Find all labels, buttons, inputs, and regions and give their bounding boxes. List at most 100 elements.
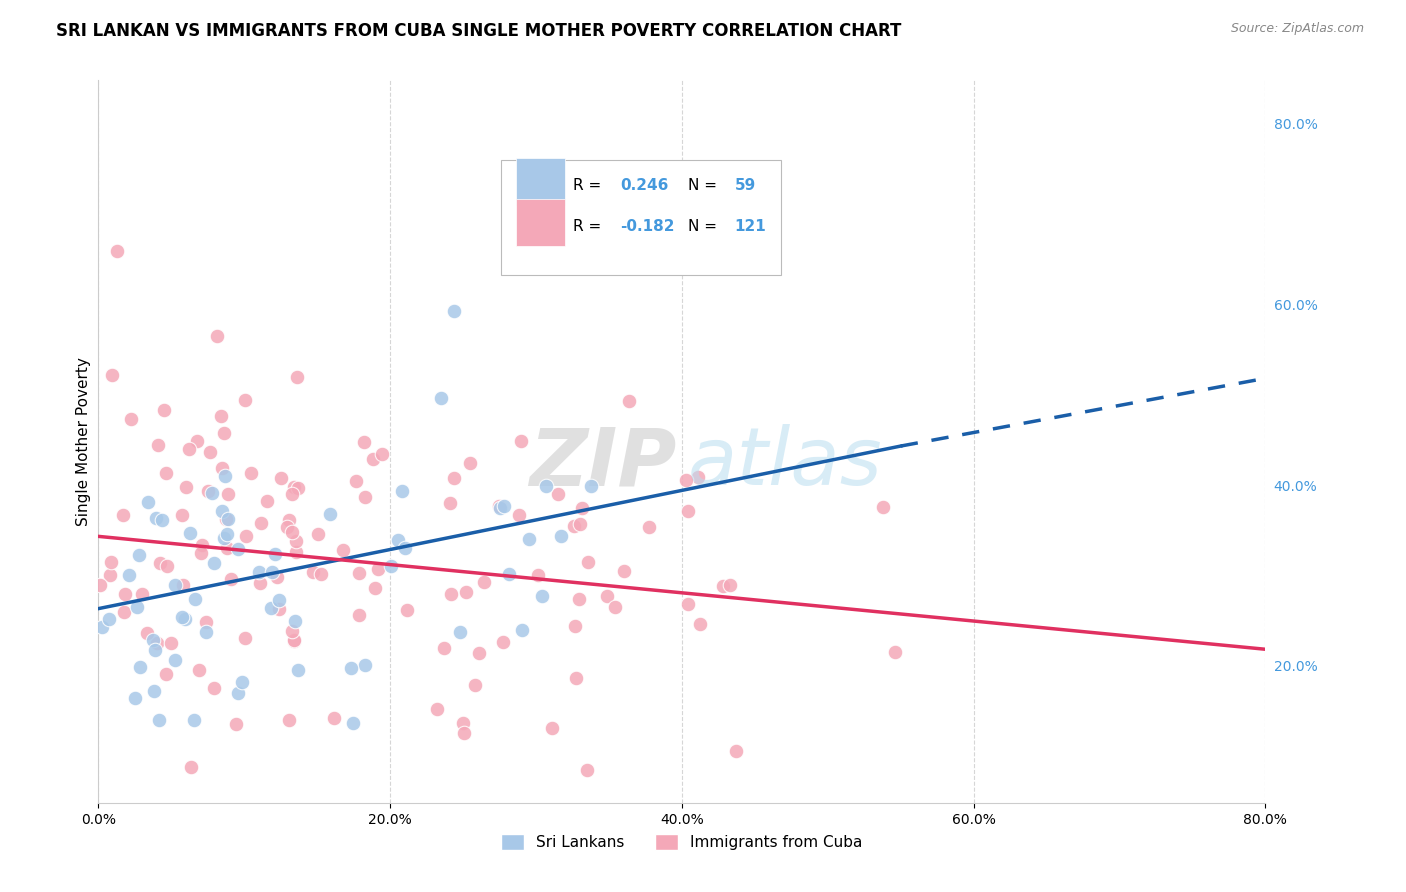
Point <box>120 412 142 426</box>
Point <box>363 452 385 467</box>
Text: atlas: atlas <box>688 425 883 502</box>
Point <box>884 644 907 658</box>
Y-axis label: Single Mother Poverty: Single Mother Poverty <box>76 357 91 526</box>
Point <box>454 584 477 599</box>
Point <box>510 623 533 637</box>
Point <box>155 666 177 681</box>
Point <box>287 369 309 384</box>
Point <box>426 702 449 716</box>
Point <box>449 625 471 640</box>
Point <box>380 558 402 573</box>
Point <box>278 513 301 527</box>
Point <box>451 716 474 731</box>
Point <box>517 532 540 546</box>
Point <box>267 593 290 607</box>
Point <box>713 578 735 592</box>
Point <box>249 575 271 590</box>
Point <box>250 516 273 530</box>
Point <box>284 545 307 559</box>
Point <box>547 487 569 501</box>
Text: 40.0%: 40.0% <box>1274 480 1317 493</box>
Point <box>155 558 177 573</box>
Point <box>596 590 619 604</box>
Point <box>439 496 461 510</box>
Point <box>347 566 370 580</box>
Point <box>256 494 278 508</box>
Point <box>209 409 232 423</box>
Point <box>277 713 299 727</box>
Point <box>214 468 236 483</box>
Point <box>342 716 364 731</box>
Point <box>613 564 636 578</box>
Point <box>270 471 292 485</box>
Point <box>128 548 150 562</box>
Point <box>283 634 305 648</box>
Point <box>233 393 256 408</box>
FancyBboxPatch shape <box>516 158 565 205</box>
Point <box>200 445 222 459</box>
Point <box>530 589 553 603</box>
Point <box>492 500 515 514</box>
Point <box>148 556 170 570</box>
Point <box>453 725 475 739</box>
Point <box>575 763 598 777</box>
Point <box>194 625 217 640</box>
Point <box>101 368 124 382</box>
Point <box>468 646 491 660</box>
Point <box>217 487 239 501</box>
Point <box>211 461 233 475</box>
Point <box>527 568 550 582</box>
Point <box>364 581 387 595</box>
Point <box>344 474 367 488</box>
Text: Source: ZipAtlas.com: Source: ZipAtlas.com <box>1230 22 1364 36</box>
Point <box>163 653 186 667</box>
Point <box>174 480 197 494</box>
Legend: Sri Lankans, Immigrants from Cuba: Sri Lankans, Immigrants from Cuba <box>495 829 869 856</box>
Point <box>217 512 239 526</box>
Point <box>114 586 136 600</box>
Point <box>287 664 309 678</box>
Point <box>689 617 711 632</box>
Point <box>332 542 354 557</box>
Point <box>231 675 253 690</box>
Point <box>568 592 591 607</box>
Point <box>235 631 257 645</box>
Point <box>202 681 225 695</box>
Point <box>638 519 661 533</box>
Point <box>142 683 165 698</box>
Point <box>280 624 302 639</box>
Point <box>492 634 515 648</box>
Point <box>569 517 592 532</box>
Point <box>284 614 307 628</box>
Point <box>226 541 249 556</box>
Point <box>172 578 194 592</box>
Point <box>617 394 640 409</box>
Point <box>190 546 212 560</box>
Point <box>225 716 247 731</box>
Point <box>391 484 413 499</box>
Point <box>725 743 748 757</box>
Point <box>394 541 416 556</box>
Point <box>301 566 323 580</box>
Point <box>579 479 602 493</box>
Point <box>260 565 283 579</box>
Point <box>201 485 224 500</box>
Text: -0.182: -0.182 <box>620 219 675 234</box>
Point <box>191 538 214 552</box>
Point <box>183 713 205 727</box>
Point <box>260 600 283 615</box>
Point <box>571 500 593 515</box>
Point <box>187 663 209 677</box>
Point <box>353 434 375 449</box>
Point <box>180 760 202 774</box>
Point <box>136 494 159 508</box>
Point <box>565 672 588 686</box>
Point <box>184 591 207 606</box>
Point <box>98 567 121 582</box>
FancyBboxPatch shape <box>501 160 782 276</box>
Point <box>340 660 363 674</box>
Text: 20.0%: 20.0% <box>1274 660 1317 674</box>
Point <box>347 608 370 623</box>
Point <box>686 470 709 484</box>
Point <box>287 481 309 495</box>
